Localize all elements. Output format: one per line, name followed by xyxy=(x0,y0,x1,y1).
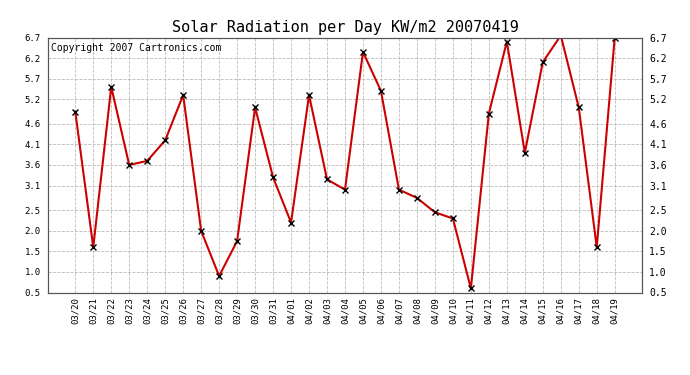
Title: Solar Radiation per Day KW/m2 20070419: Solar Radiation per Day KW/m2 20070419 xyxy=(172,20,518,35)
Text: Copyright 2007 Cartronics.com: Copyright 2007 Cartronics.com xyxy=(51,43,221,52)
